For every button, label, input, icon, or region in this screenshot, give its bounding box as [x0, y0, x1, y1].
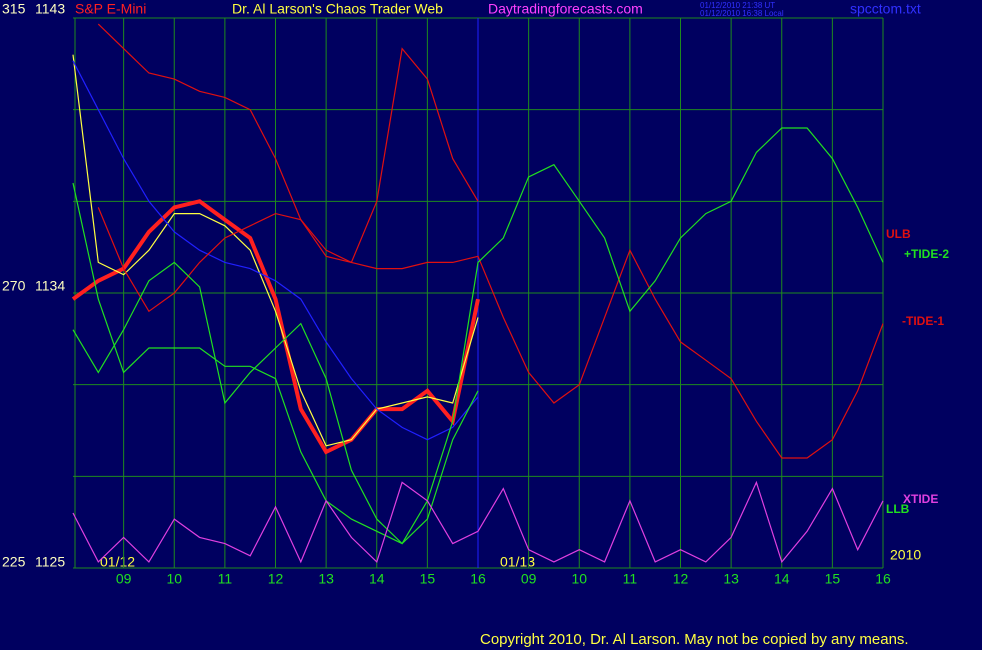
x-tick-label: 10 — [571, 571, 587, 587]
x-tick-label: 09 — [521, 571, 537, 587]
time-ut: 01/12/2010 21:38 UT — [700, 1, 775, 10]
y2-tick-label: 1125 — [35, 554, 65, 570]
site: Daytradingforecasts.com — [488, 1, 643, 17]
series-line — [72, 60, 479, 441]
x-tick-label: 16 — [875, 571, 891, 587]
legend-label: LLB — [886, 502, 910, 516]
date-label: 01/12 — [100, 554, 135, 570]
x-tick-label: 09 — [116, 571, 132, 587]
y2-tick-label: 1134 — [35, 278, 65, 294]
x-tick-label: 12 — [673, 571, 689, 587]
x-tick-label: 14 — [774, 571, 790, 587]
series-line — [71, 199, 480, 455]
x-tick-label: 14 — [369, 571, 385, 587]
y-tick-label: 225 — [2, 554, 26, 570]
x-tick-label: 15 — [825, 571, 841, 587]
time-local: 01/12/2010 16:38 Local — [700, 9, 784, 18]
series-line — [97, 23, 479, 264]
x-tick-label: 13 — [318, 571, 334, 587]
legend-label: XTIDE — [903, 492, 938, 506]
legend-label: ULB — [886, 227, 911, 241]
legend-label: -TIDE-1 — [902, 314, 944, 328]
date-label: 01/13 — [500, 554, 535, 570]
x-tick-label: 12 — [268, 571, 284, 587]
x-tick-label: 16 — [470, 571, 486, 587]
series-line — [72, 127, 884, 545]
series-line — [72, 480, 884, 564]
series-line — [97, 207, 884, 459]
y-tick-label: 270 — [2, 278, 26, 294]
copyright: Copyright 2010, Dr. Al Larson. May not b… — [480, 631, 909, 648]
x-tick-label: 11 — [623, 571, 638, 587]
x-tick-label: 11 — [218, 571, 233, 587]
x-tick-label: 15 — [420, 571, 436, 587]
y-tick-label: 315 — [2, 1, 26, 17]
series-line — [72, 54, 479, 447]
date-label: 2010 — [890, 547, 921, 563]
y2-tick-label: 1143 — [35, 1, 65, 17]
series-line — [72, 261, 479, 545]
file-name: spcctom.txt — [850, 1, 921, 17]
title: Dr. Al Larson's Chaos Trader Web — [232, 1, 443, 17]
legend-label: +TIDE-2 — [904, 247, 949, 261]
x-tick-label: 13 — [723, 571, 739, 587]
x-tick-label: 10 — [166, 571, 182, 587]
symbol: S&P E-Mini — [75, 1, 146, 17]
